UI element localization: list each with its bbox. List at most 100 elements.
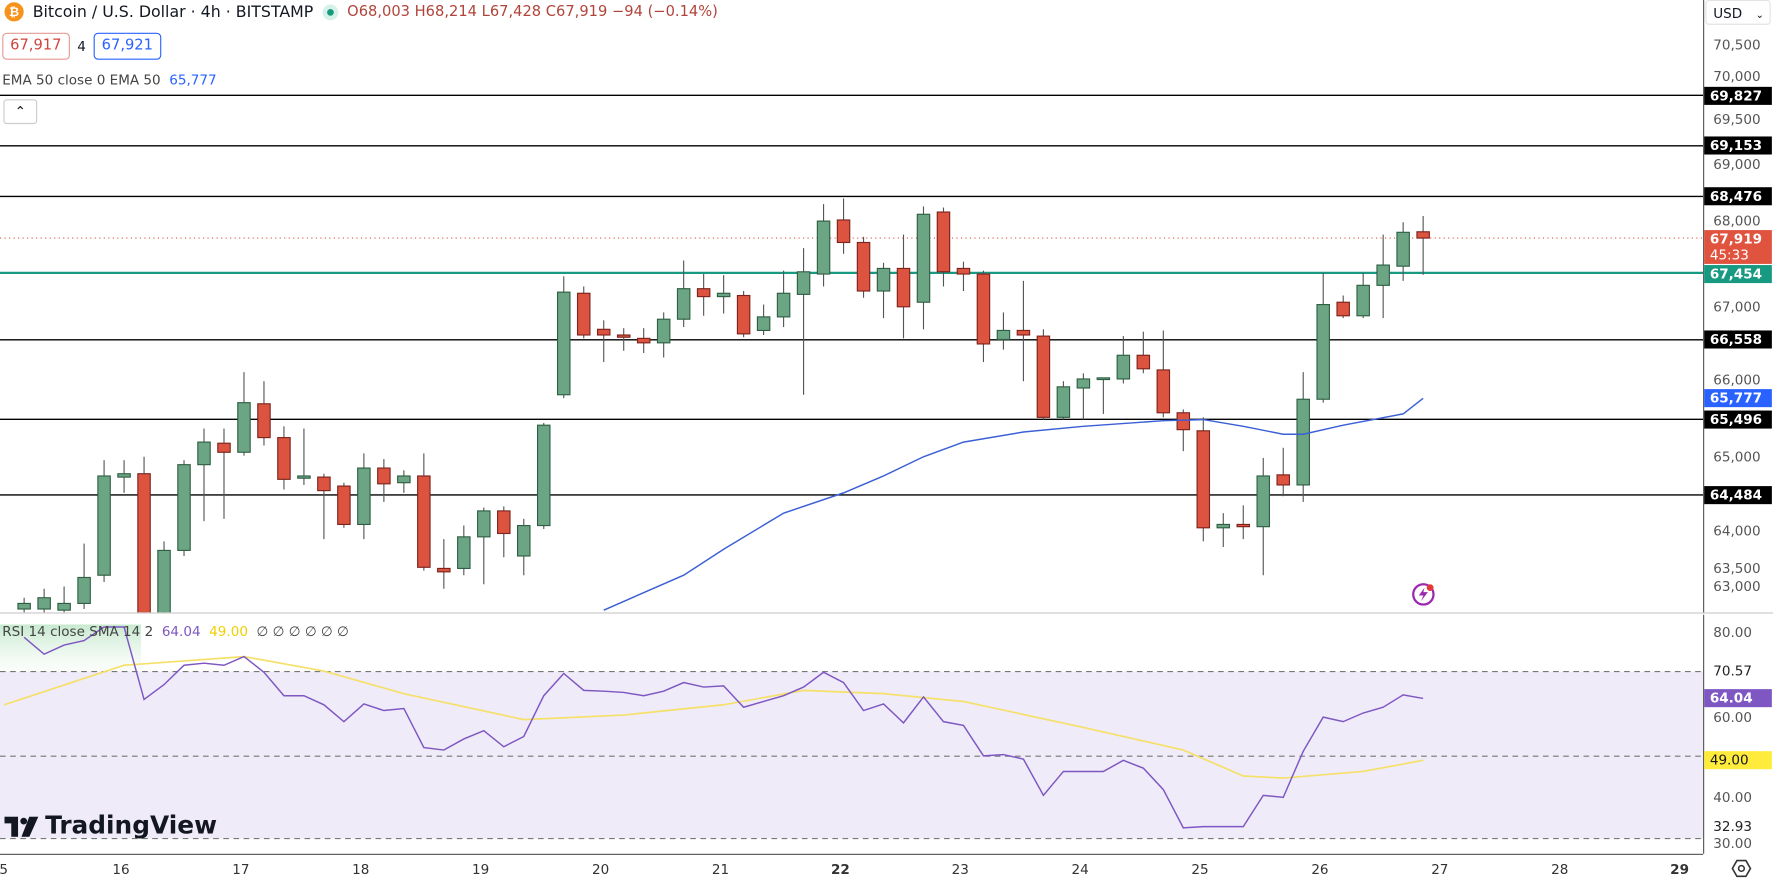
candle-down <box>137 473 151 613</box>
candle-down <box>596 328 611 336</box>
candle-up <box>477 510 491 538</box>
candle-up <box>536 424 551 527</box>
price-tick-label: 63,500 <box>1713 560 1761 577</box>
price-axis[interactable]: 69,827 69,153 68,476 67,454 66,558 65,496 64,4… <box>1703 0 1773 613</box>
candle-up <box>756 316 771 331</box>
candle-down <box>277 437 291 480</box>
candle-down <box>616 334 631 338</box>
countdown-timer: 45:33 <box>1709 247 1749 263</box>
date-label: 16 <box>112 861 130 878</box>
candle-down <box>1196 430 1211 529</box>
candle-up <box>996 329 1011 341</box>
ema-legend-label: EMA 50 close 0 EMA 50 <box>2 72 161 88</box>
time-axis[interactable]: 5 16 17 18 19 20 21 22 23 24 25 26 27 28 29 <box>0 853 1704 883</box>
price-tick-label: 69,000 <box>1713 156 1761 173</box>
rsi-legend-label: RSI 14 close SMA 14 2 <box>2 623 154 640</box>
rsi-axis[interactable]: 64.04 49.00 80.00 70.57 60.00 40.00 32.93 30.00 <box>1703 614 1773 854</box>
candle-up <box>357 467 371 526</box>
candle-up <box>397 475 411 484</box>
candle-down <box>1156 369 1171 414</box>
candle-down <box>956 267 971 275</box>
price-tick-label: 64,000 <box>1713 523 1761 540</box>
candle-up <box>816 220 831 275</box>
price-tick-label: 63,000 <box>1713 578 1761 594</box>
rsi-legend[interactable]: RSI 14 close SMA 14 2 64.04 49.00 ∅ ∅ ∅ … <box>2 624 349 640</box>
date-label: 21 <box>711 861 730 878</box>
rsi-chart-svg <box>0 624 1704 840</box>
price-tick-label: 69,500 <box>1713 111 1761 128</box>
rsi-tick-label: 40.00 <box>1713 789 1752 806</box>
date-label: 19 <box>472 861 490 878</box>
candle-down <box>836 219 851 244</box>
rsi-tick-label: 80.00 <box>1713 624 1752 641</box>
candle-up <box>37 597 51 610</box>
tradingview-wordmark: TradingView <box>45 812 218 841</box>
date-label: 23 <box>951 861 969 878</box>
price-chart-svg <box>0 94 1704 613</box>
bitcoin-icon: ₿ <box>4 2 24 22</box>
rsi-band-fill <box>0 671 1704 839</box>
date-label: 17 <box>232 861 250 878</box>
level-price-badge: 65,496 <box>1704 410 1772 429</box>
rsi-tick-label: 60.00 <box>1713 709 1752 725</box>
candle-up <box>57 602 71 611</box>
date-label: 26 <box>1311 861 1329 878</box>
candle-up <box>237 402 251 453</box>
candle-up <box>17 602 31 610</box>
collapse-legend-button[interactable]: ⌃ <box>3 99 38 125</box>
level-price-badge: 66,558 <box>1704 330 1772 349</box>
market-open-dot <box>322 3 339 20</box>
candle-down <box>1276 474 1291 486</box>
price-tick-label: 70,000 <box>1713 68 1761 85</box>
level-price-badge: 68,476 <box>1704 187 1772 206</box>
currency-label: USD <box>1713 5 1743 22</box>
candle-up <box>1316 303 1330 400</box>
date-label: 5 <box>0 861 9 878</box>
spread-value: 4 <box>77 38 86 55</box>
symbol-title[interactable]: Bitcoin / U.S. Dollar · 4h · BITSTAMP <box>32 2 314 21</box>
candle-up <box>1376 264 1390 286</box>
tradingview-logo-icon <box>4 816 39 837</box>
rsi-line <box>23 626 1424 829</box>
candle-up <box>77 576 91 604</box>
settings-icon[interactable] <box>1731 859 1752 878</box>
candle-down <box>576 292 591 336</box>
date-label: 28 <box>1551 861 1569 878</box>
candle-down <box>217 442 231 453</box>
candle-down <box>437 567 451 573</box>
candle-up <box>1116 354 1131 380</box>
candle-down <box>497 510 511 535</box>
level-price-badge: 64,484 <box>1704 485 1772 504</box>
candle-up <box>796 271 811 295</box>
candle-down <box>736 294 751 335</box>
ema-legend[interactable]: EMA 50 close 0 EMA 50 65,777 <box>2 72 216 88</box>
rsi-pane[interactable] <box>0 615 1704 854</box>
candle-down <box>936 211 951 273</box>
candle-up <box>1356 284 1370 317</box>
buy-price-button[interactable]: 67,921 <box>93 32 161 60</box>
sell-price-button[interactable]: 67,917 <box>2 32 70 60</box>
candle-down <box>696 288 711 298</box>
date-label: 27 <box>1431 861 1449 878</box>
rsi-sma-badge: 49.00 <box>1704 751 1772 770</box>
price-tick-label: 67,000 <box>1713 298 1761 315</box>
tradingview-logo[interactable]: TradingView <box>4 812 218 841</box>
candle-up <box>1216 523 1231 529</box>
rsi-value-badge: 64.04 <box>1704 689 1772 708</box>
trade-price-row: 67,917 4 67,921 <box>2 32 161 60</box>
candle-up <box>656 318 671 344</box>
chevron-up-icon: ⌃ <box>14 103 26 120</box>
candle-up <box>177 464 191 551</box>
ema-50-line <box>603 397 1424 611</box>
date-label: 22 <box>830 861 850 878</box>
lightning-alert-icon[interactable] <box>1411 582 1436 607</box>
candle-down <box>1136 354 1151 370</box>
currency-dropdown[interactable]: USD ⌄ <box>1705 0 1771 25</box>
price-pane[interactable] <box>0 0 1704 613</box>
rsi-tick-label: 32.93 <box>1713 818 1752 835</box>
rsi-overbought-fill <box>0 624 141 672</box>
candle-up <box>1296 398 1310 486</box>
candle-down <box>377 467 391 485</box>
pane-separator[interactable] <box>0 612 1773 614</box>
